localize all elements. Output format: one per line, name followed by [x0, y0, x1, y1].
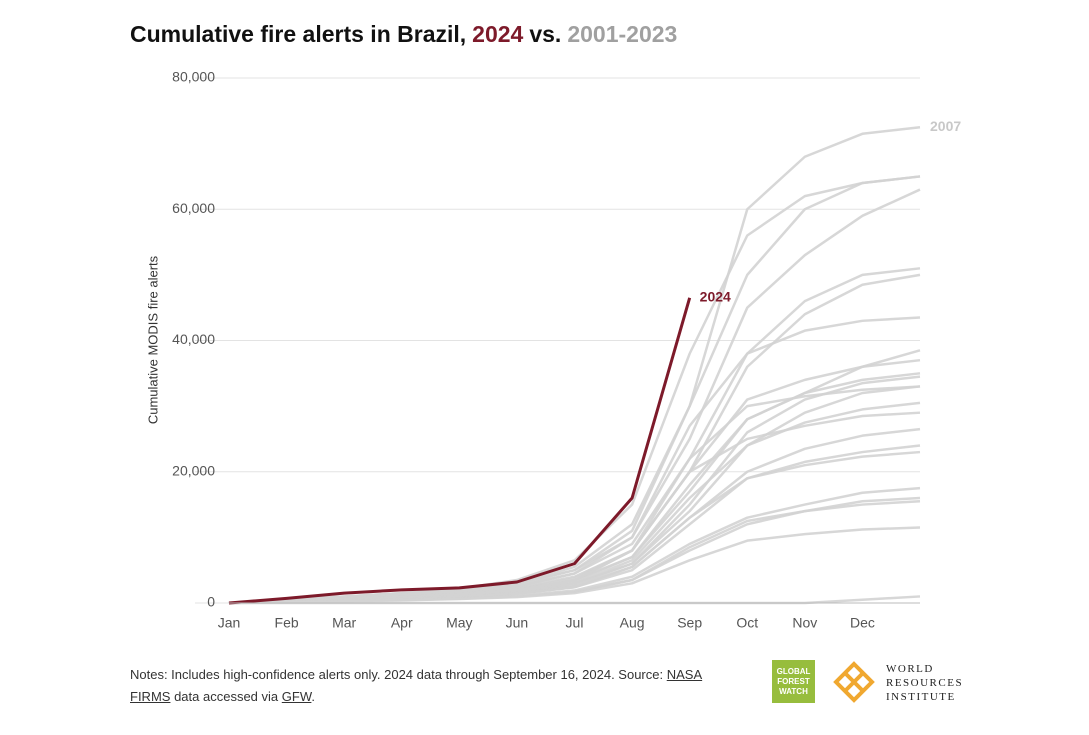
series-line: [228, 297, 692, 605]
series-line: [228, 273, 921, 605]
logo-text: INSTITUTE: [886, 691, 956, 703]
series-line: [228, 267, 921, 605]
x-tick-label: Dec: [850, 615, 875, 631]
plot: 0 20,000 40,000 60,000 80,000 Jan Feb Mar Apr May…: [172, 69, 961, 631]
wri-icon: [833, 661, 875, 703]
logo-text: GLOBAL: [776, 667, 811, 676]
series-line: [228, 125, 921, 605]
x-tick-label: Oct: [736, 615, 758, 631]
logo-text: WATCH: [779, 687, 808, 696]
y-tick-label: 0: [207, 594, 215, 610]
chart-title: Cumulative fire alerts in Brazil, 2024 vs.…: [130, 21, 677, 47]
x-tick-label: Jan: [218, 615, 241, 631]
gfw-logo[interactable]: GLOBAL FOREST WATCH: [772, 660, 815, 703]
series-line: [228, 526, 921, 605]
notes: Notes: Includes high-confidence alerts o…: [130, 664, 730, 708]
notes-text: data accessed via: [174, 689, 279, 704]
series-line: [228, 188, 921, 605]
y-axis-label: Cumulative MODIS fire alerts: [145, 255, 160, 424]
title-comparison: 2001-2023: [567, 21, 677, 47]
x-tick-label: Aug: [620, 615, 645, 631]
series-line: [228, 316, 921, 605]
logo-text: RESOURCES: [886, 677, 964, 689]
x-tick-label: Jun: [506, 615, 529, 631]
series-label: 2007: [930, 118, 961, 134]
x-tick-label: Jul: [566, 615, 584, 631]
title-highlight: 2024: [472, 21, 523, 47]
x-tick-label: Nov: [792, 615, 817, 631]
y-tick-label: 40,000: [172, 331, 215, 347]
logo-text: FOREST: [777, 677, 810, 686]
notes-text: Notes: Includes high-confidence alerts o…: [130, 667, 664, 682]
link[interactable]: GFW: [281, 689, 312, 704]
wri-logo[interactable]: WORLD RESOURCES INSTITUTE: [886, 662, 963, 704]
chart: Cumulative fire alerts in Brazil, 2024 vs.…: [130, 21, 961, 631]
x-tick-label: Sep: [677, 615, 702, 631]
y-tick-label: 60,000: [172, 200, 215, 216]
x-tick-label: Apr: [391, 615, 413, 631]
y-tick-label: 20,000: [172, 462, 215, 478]
logo-text: WORLD: [886, 663, 934, 675]
link[interactable]: NASA FIRMS: [130, 667, 703, 704]
y-tick-label: 80,000: [172, 69, 215, 85]
x-tick-label: May: [446, 615, 472, 631]
title-text: Cumulative fire alerts in Brazil,: [130, 21, 466, 47]
x-tick-label: Mar: [332, 615, 356, 631]
series-line: [228, 411, 921, 605]
title-connector: vs.: [529, 21, 561, 47]
x-tick-label: Feb: [275, 615, 299, 631]
series-label: 2024: [700, 289, 731, 305]
notes-text: .: [311, 689, 316, 704]
